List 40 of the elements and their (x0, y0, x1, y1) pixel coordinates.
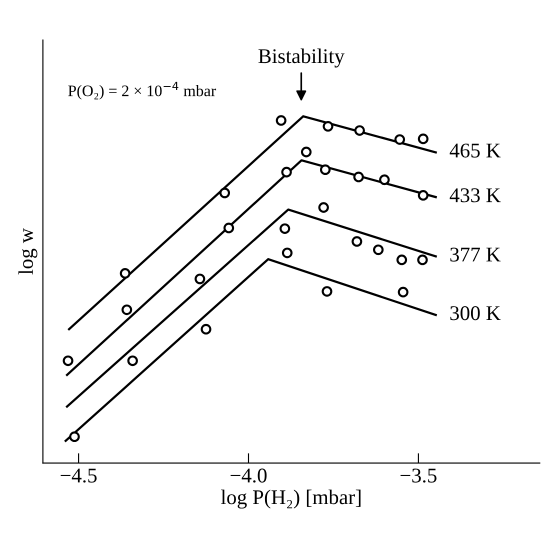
series-label: 377 K (450, 248, 501, 262)
text: Bistability (258, 48, 345, 68)
point (354, 125, 365, 136)
point (219, 188, 230, 198)
point (418, 134, 429, 144)
point (122, 304, 132, 316)
point (352, 236, 362, 247)
point (372, 244, 384, 256)
point (379, 174, 390, 186)
point (322, 121, 334, 132)
series-label: 300 K (450, 306, 501, 320)
x-tick-label: −4.5 (60, 468, 97, 483)
point (318, 202, 329, 213)
x-axis-title: log P(H₂) [mbar] (220, 490, 361, 509)
point (418, 190, 429, 201)
point (396, 254, 408, 266)
point (276, 115, 286, 126)
point (394, 134, 406, 145)
series-label: 465 K (450, 144, 501, 158)
point (322, 286, 332, 297)
point (417, 254, 428, 266)
point (223, 222, 234, 234)
x-tick-label: −3.5 (400, 468, 436, 483)
point (200, 324, 212, 335)
point (280, 223, 290, 234)
series-label: 433 K (450, 188, 501, 202)
text: P(O₂) = 2 × 10$^{−4}$ mbar (68, 82, 216, 100)
point (282, 248, 293, 258)
y-axis-title: log w (18, 228, 38, 275)
point (62, 355, 74, 366)
point (353, 172, 364, 182)
x-tick-label: −4.0 (230, 468, 267, 483)
point (69, 431, 80, 442)
point (194, 274, 206, 284)
point (320, 164, 331, 176)
point (398, 286, 408, 298)
point (120, 268, 130, 279)
point (281, 166, 292, 178)
point (300, 146, 312, 158)
point (127, 355, 138, 366)
